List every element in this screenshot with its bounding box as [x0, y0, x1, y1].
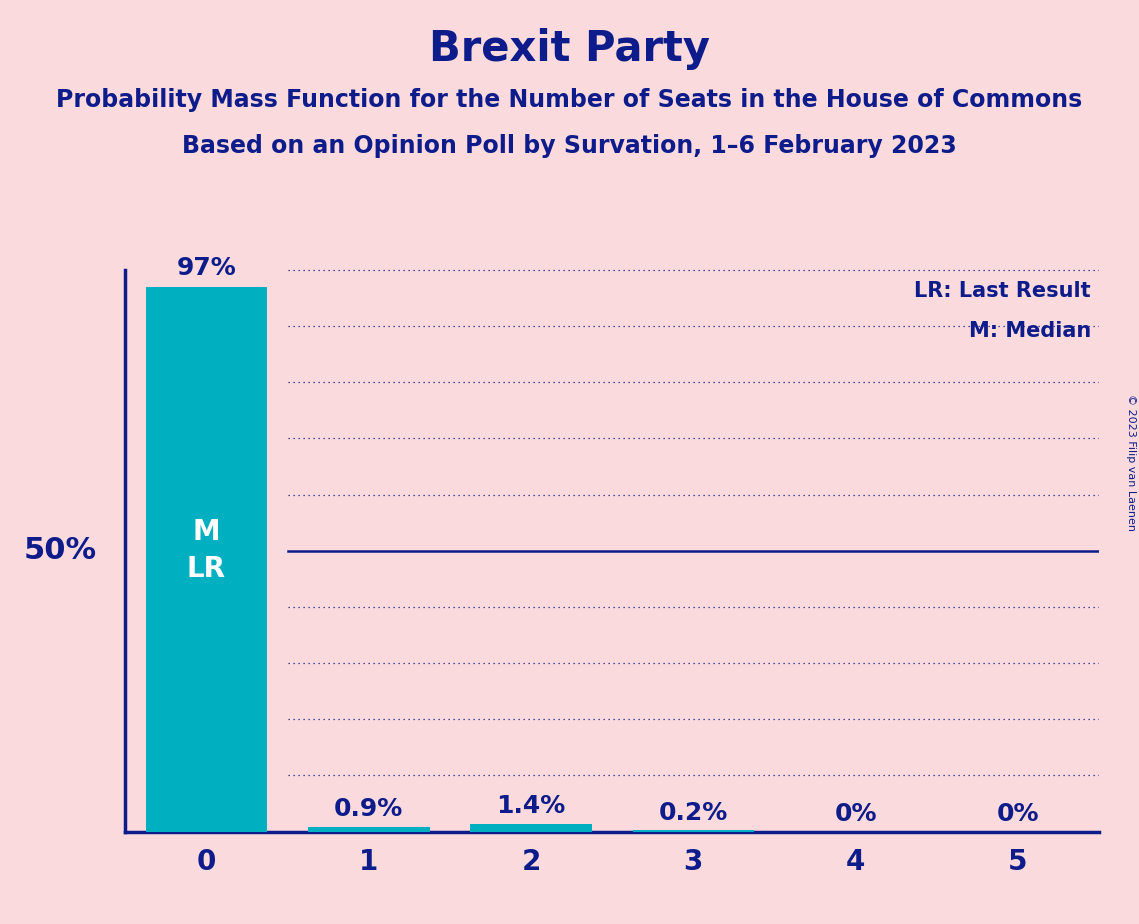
Text: 97%: 97%: [177, 256, 236, 280]
Bar: [146, 286, 268, 832]
Text: 0.2%: 0.2%: [658, 801, 728, 825]
Text: 0.9%: 0.9%: [334, 796, 403, 821]
Text: Brexit Party: Brexit Party: [429, 28, 710, 69]
Text: Based on an Opinion Poll by Survation, 1–6 February 2023: Based on an Opinion Poll by Survation, 1…: [182, 134, 957, 158]
Text: 50%: 50%: [24, 536, 97, 565]
Text: 0%: 0%: [835, 802, 877, 826]
Text: 1.4%: 1.4%: [497, 794, 566, 818]
Text: M
LR: M LR: [187, 518, 226, 583]
Bar: [308, 827, 429, 832]
Bar: [632, 831, 754, 832]
Text: M: Median: M: Median: [969, 321, 1091, 341]
Text: 0%: 0%: [997, 802, 1039, 826]
Bar: [470, 823, 592, 832]
Text: LR: Last Result: LR: Last Result: [915, 281, 1091, 301]
Text: © 2023 Filip van Laenen: © 2023 Filip van Laenen: [1126, 394, 1136, 530]
Text: Probability Mass Function for the Number of Seats in the House of Commons: Probability Mass Function for the Number…: [56, 88, 1083, 112]
